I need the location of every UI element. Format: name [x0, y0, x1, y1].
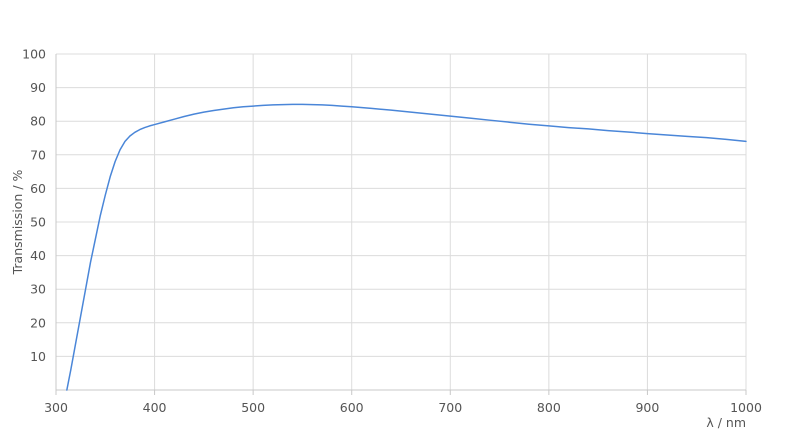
y-tick-label: 20: [30, 315, 46, 330]
x-tick-label: 500: [241, 400, 265, 415]
x-tick-label: 400: [143, 400, 167, 415]
x-tick-label: 900: [635, 400, 659, 415]
y-tick-label: 30: [30, 282, 46, 297]
y-tick-label: 10: [30, 349, 46, 364]
x-axis-title: λ / nm: [706, 415, 746, 430]
y-tick-label: 100: [22, 47, 46, 62]
y-tick-label: 50: [30, 215, 46, 230]
y-axis-title: Transmission / %: [10, 169, 25, 275]
grid-lines: [56, 53, 747, 390]
x-tick-labels: 300 400 500 600 700 800 900 1000: [44, 400, 762, 415]
x-tick-label: 700: [438, 400, 462, 415]
axis-spines: [55, 54, 746, 391]
y-tick-label: 80: [30, 114, 46, 129]
y-tick-label: 90: [30, 80, 46, 95]
x-tick-label: 300: [44, 400, 68, 415]
y-tick-label: 40: [30, 248, 46, 263]
x-tick-label: 1000: [730, 400, 762, 415]
x-tick-marks: [55, 390, 747, 395]
y-tick-label: 60: [30, 181, 46, 196]
series-line-0: [66, 103, 747, 391]
data-series-line: [66, 103, 747, 391]
y-tick-label: 70: [30, 147, 46, 162]
x-tick-label: 600: [340, 400, 364, 415]
x-tick-label: 800: [537, 400, 561, 415]
y-tick-labels: 10 20 30 40 50 60 70 80 90 100: [22, 47, 46, 364]
